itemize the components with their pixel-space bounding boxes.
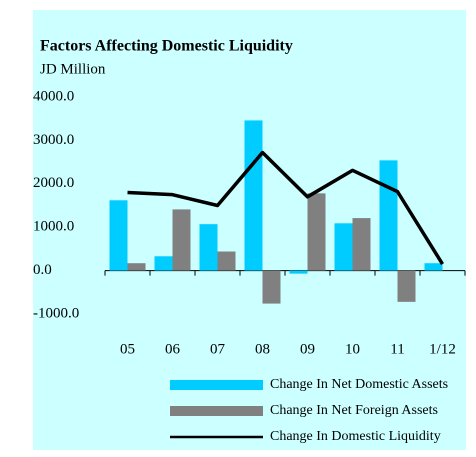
legend: Change In Net Domestic Assets Change In N…	[170, 377, 448, 444]
legend-swatch	[170, 406, 263, 416]
bar	[199, 224, 218, 271]
bar	[217, 251, 236, 271]
x-tick-label: 10	[345, 341, 360, 357]
x-tick-label: 06	[165, 341, 181, 357]
legend-swatch	[170, 380, 263, 390]
bar	[172, 209, 191, 271]
bar	[379, 160, 398, 271]
x-tick-label: 1/12	[429, 341, 456, 357]
bar	[397, 270, 416, 302]
y-tick-label: 1000.0	[33, 219, 74, 235]
chart-subtitle: JD Million	[40, 61, 106, 77]
x-tick-label: 09	[300, 341, 315, 357]
bar	[154, 256, 173, 271]
y-tick-label: 2000.0	[33, 175, 74, 191]
bar	[307, 193, 326, 271]
bar	[109, 200, 128, 271]
bar	[352, 218, 371, 271]
chart-title: Factors Affecting Domestic Liquidity	[40, 38, 293, 55]
bar	[289, 270, 308, 274]
y-tick-label: 3000.0	[33, 132, 74, 148]
line	[127, 150, 444, 266]
bar	[334, 223, 353, 271]
x-tick-label: 05	[120, 341, 135, 357]
y-tick-label: 4000.0	[33, 88, 74, 104]
bar	[262, 270, 281, 304]
bar	[127, 263, 146, 271]
y-tick-label: 0.0	[33, 262, 52, 278]
x-tick-label: 07	[210, 341, 226, 357]
bar	[244, 120, 263, 271]
legend-label: Change In Net Domestic Assets	[270, 377, 448, 392]
legend-label: Change In Domestic Liquidity	[270, 429, 441, 444]
x-tick-label: 11	[390, 341, 404, 357]
legend-label: Change In Net Foreign Assets	[270, 403, 438, 418]
x-tick-label: 08	[255, 341, 270, 357]
y-tick-label: -1000.0	[33, 305, 79, 321]
bar	[424, 263, 443, 271]
